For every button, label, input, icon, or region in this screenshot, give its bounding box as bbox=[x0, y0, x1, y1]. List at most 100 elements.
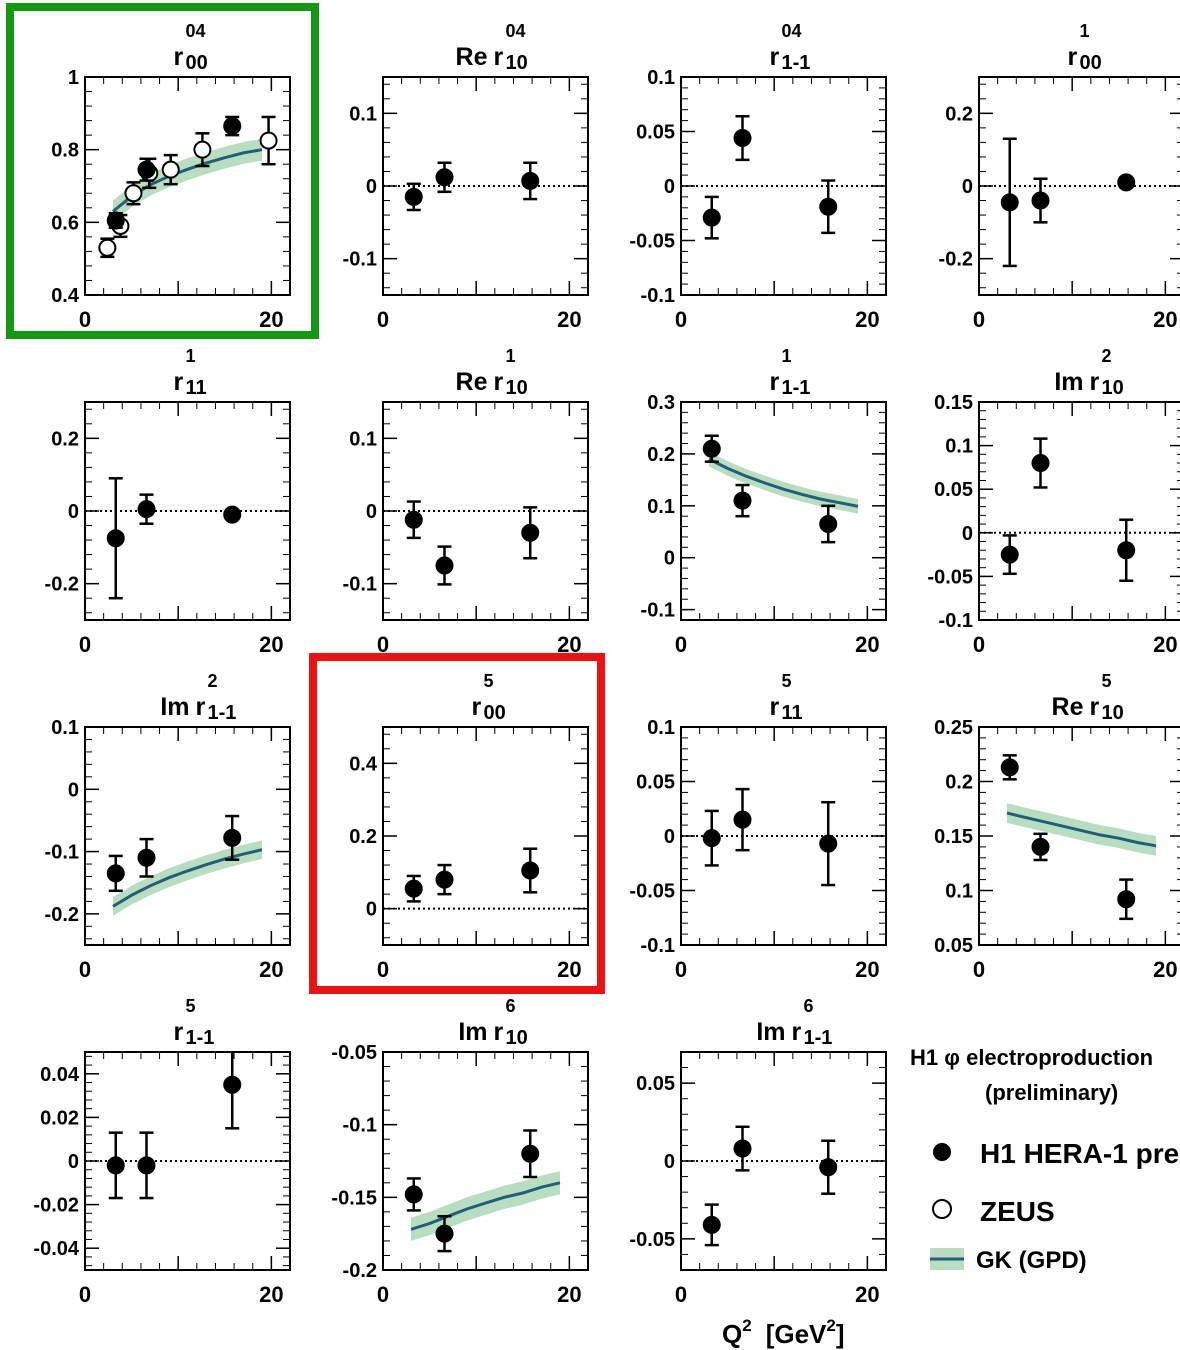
y-tick-label: 0.4 bbox=[349, 753, 378, 775]
x-tick-label: 20 bbox=[557, 1282, 581, 1307]
title-subscript: 1-1 bbox=[782, 52, 811, 74]
y-tick-label: 0 bbox=[664, 826, 675, 848]
title-subscript: 11 bbox=[186, 377, 207, 399]
y-tick-label: -0.2 bbox=[45, 574, 79, 596]
x-tick-label: 0 bbox=[377, 1282, 389, 1307]
panel-10: 0 0.2 0.4 0 20 r5 00 bbox=[309, 653, 605, 994]
title-symbol: r bbox=[494, 43, 504, 71]
zeus-marker bbox=[161, 160, 180, 179]
y-tick-label: 0.4 bbox=[51, 285, 80, 307]
zeus-marker bbox=[98, 238, 117, 257]
panel-14: -0.2 -0.15 -0.1 -0.05 0 20 Im r6 10 bbox=[331, 996, 589, 1307]
title-symbol: r bbox=[770, 693, 780, 721]
x-tick-label: 0 bbox=[675, 307, 687, 332]
panel-title: Im r2 1-1 bbox=[160, 671, 236, 724]
title-prefix: Im bbox=[458, 1018, 487, 1046]
y-tick-label: -0.02 bbox=[33, 1195, 79, 1217]
title-subscript: 1-1 bbox=[782, 377, 811, 399]
title-symbol: r bbox=[174, 368, 184, 396]
h1-marker bbox=[702, 208, 721, 227]
h1-marker bbox=[106, 529, 125, 548]
plot-frame bbox=[382, 1051, 589, 1271]
x-tick-label: 0 bbox=[675, 957, 687, 982]
h1-marker bbox=[1031, 454, 1050, 473]
h1-marker bbox=[702, 829, 721, 848]
h1-point-3 bbox=[223, 1052, 242, 1130]
h1-point-1 bbox=[1000, 754, 1019, 781]
gk-band bbox=[411, 1171, 560, 1241]
title-superscript: 5 bbox=[782, 671, 792, 691]
panel-9: -0.2 -0.1 0 0.1 0 20 Im r2 1-1 bbox=[45, 671, 291, 982]
h1-marker bbox=[404, 1185, 423, 1204]
h1-point-3 bbox=[521, 847, 540, 894]
plot-area bbox=[106, 814, 263, 916]
panel-8: -0.1 -0.05 0 0.05 0.1 0.15 0 20 Im r2 10 bbox=[927, 346, 1180, 657]
h1-marker bbox=[1000, 545, 1019, 564]
y-tick-label: -0.05 bbox=[629, 231, 675, 253]
h1-marker bbox=[223, 1075, 242, 1094]
h1-marker bbox=[819, 1158, 838, 1177]
h1-marker bbox=[521, 1144, 540, 1163]
title-symbol: r bbox=[472, 693, 482, 721]
x-tick-label: 0 bbox=[377, 307, 389, 332]
y-tick-label: 0 bbox=[366, 501, 377, 523]
plot-area bbox=[85, 477, 290, 600]
h1-point-1 bbox=[106, 854, 125, 893]
panel-title: r5 1-1 bbox=[174, 996, 215, 1049]
h1-marker bbox=[819, 197, 838, 216]
h1-point-2 bbox=[435, 863, 454, 896]
title-prefix: Im bbox=[756, 1018, 785, 1046]
legend-label-h1: H1 HERA-1 prel. bbox=[980, 1138, 1180, 1169]
panel-title: Re r5 10 bbox=[1052, 671, 1124, 724]
y-tick-label: 0 bbox=[366, 176, 377, 198]
plot-area bbox=[681, 1125, 886, 1247]
h1-point-3 bbox=[819, 1139, 838, 1195]
y-tick-label: -0.2 bbox=[343, 1260, 377, 1282]
h1-point-1 bbox=[702, 195, 721, 240]
y-tick-label: -0.2 bbox=[939, 249, 973, 271]
y-tick-label: 0.3 bbox=[647, 392, 675, 414]
title-superscript: 2 bbox=[1102, 346, 1112, 366]
legend-marker-zeus bbox=[932, 1199, 952, 1219]
y-tick-label: 0 bbox=[68, 1151, 79, 1173]
y-tick-label: 0.6 bbox=[51, 212, 79, 234]
x-tick-label: 20 bbox=[1153, 957, 1177, 982]
y-tick-label: -0.05 bbox=[629, 1229, 675, 1251]
gk-band bbox=[113, 840, 262, 916]
y-tick-label: 0.02 bbox=[40, 1107, 79, 1129]
plot-area bbox=[383, 161, 588, 212]
zeus-point-7 bbox=[259, 115, 278, 166]
y-tick-label: 0.25 bbox=[934, 717, 973, 739]
h1-marker bbox=[223, 117, 242, 136]
highlight-box-red bbox=[309, 653, 605, 994]
y-tick-label: -0.1 bbox=[641, 935, 675, 957]
x-tick-label: 20 bbox=[1153, 632, 1177, 657]
h1-marker bbox=[521, 523, 540, 542]
h1-point-3 bbox=[1117, 518, 1136, 583]
y-tick-label: 0.05 bbox=[636, 1073, 675, 1095]
x-tick-label: 20 bbox=[855, 957, 879, 982]
h1-marker bbox=[435, 1224, 454, 1243]
title-symbol: r bbox=[770, 43, 780, 71]
x-tick-label: 0 bbox=[973, 632, 985, 657]
h1-point-1 bbox=[404, 182, 423, 212]
h1-marker bbox=[733, 1139, 752, 1158]
title-superscript: 6 bbox=[506, 996, 516, 1016]
y-tick-label: -0.1 bbox=[343, 574, 377, 596]
x-tick-label: 20 bbox=[557, 957, 581, 982]
zeus-point-3 bbox=[124, 181, 143, 206]
y-tick-label: 0 bbox=[664, 176, 675, 198]
plot-frame bbox=[680, 401, 887, 621]
h1-marker bbox=[1117, 541, 1136, 560]
panel-title: Re r04 10 bbox=[456, 21, 528, 74]
zeus-point-6 bbox=[193, 132, 212, 168]
title-subscript: 10 bbox=[1102, 377, 1124, 399]
y-tick-label: -0.05 bbox=[927, 566, 973, 588]
title-superscript: 1 bbox=[1080, 21, 1090, 41]
h1-marker bbox=[1031, 837, 1050, 856]
plot-frame bbox=[84, 726, 291, 946]
y-tick-label: 1 bbox=[68, 67, 79, 89]
title-subscript: 10 bbox=[506, 377, 528, 399]
h1-marker bbox=[702, 439, 721, 458]
